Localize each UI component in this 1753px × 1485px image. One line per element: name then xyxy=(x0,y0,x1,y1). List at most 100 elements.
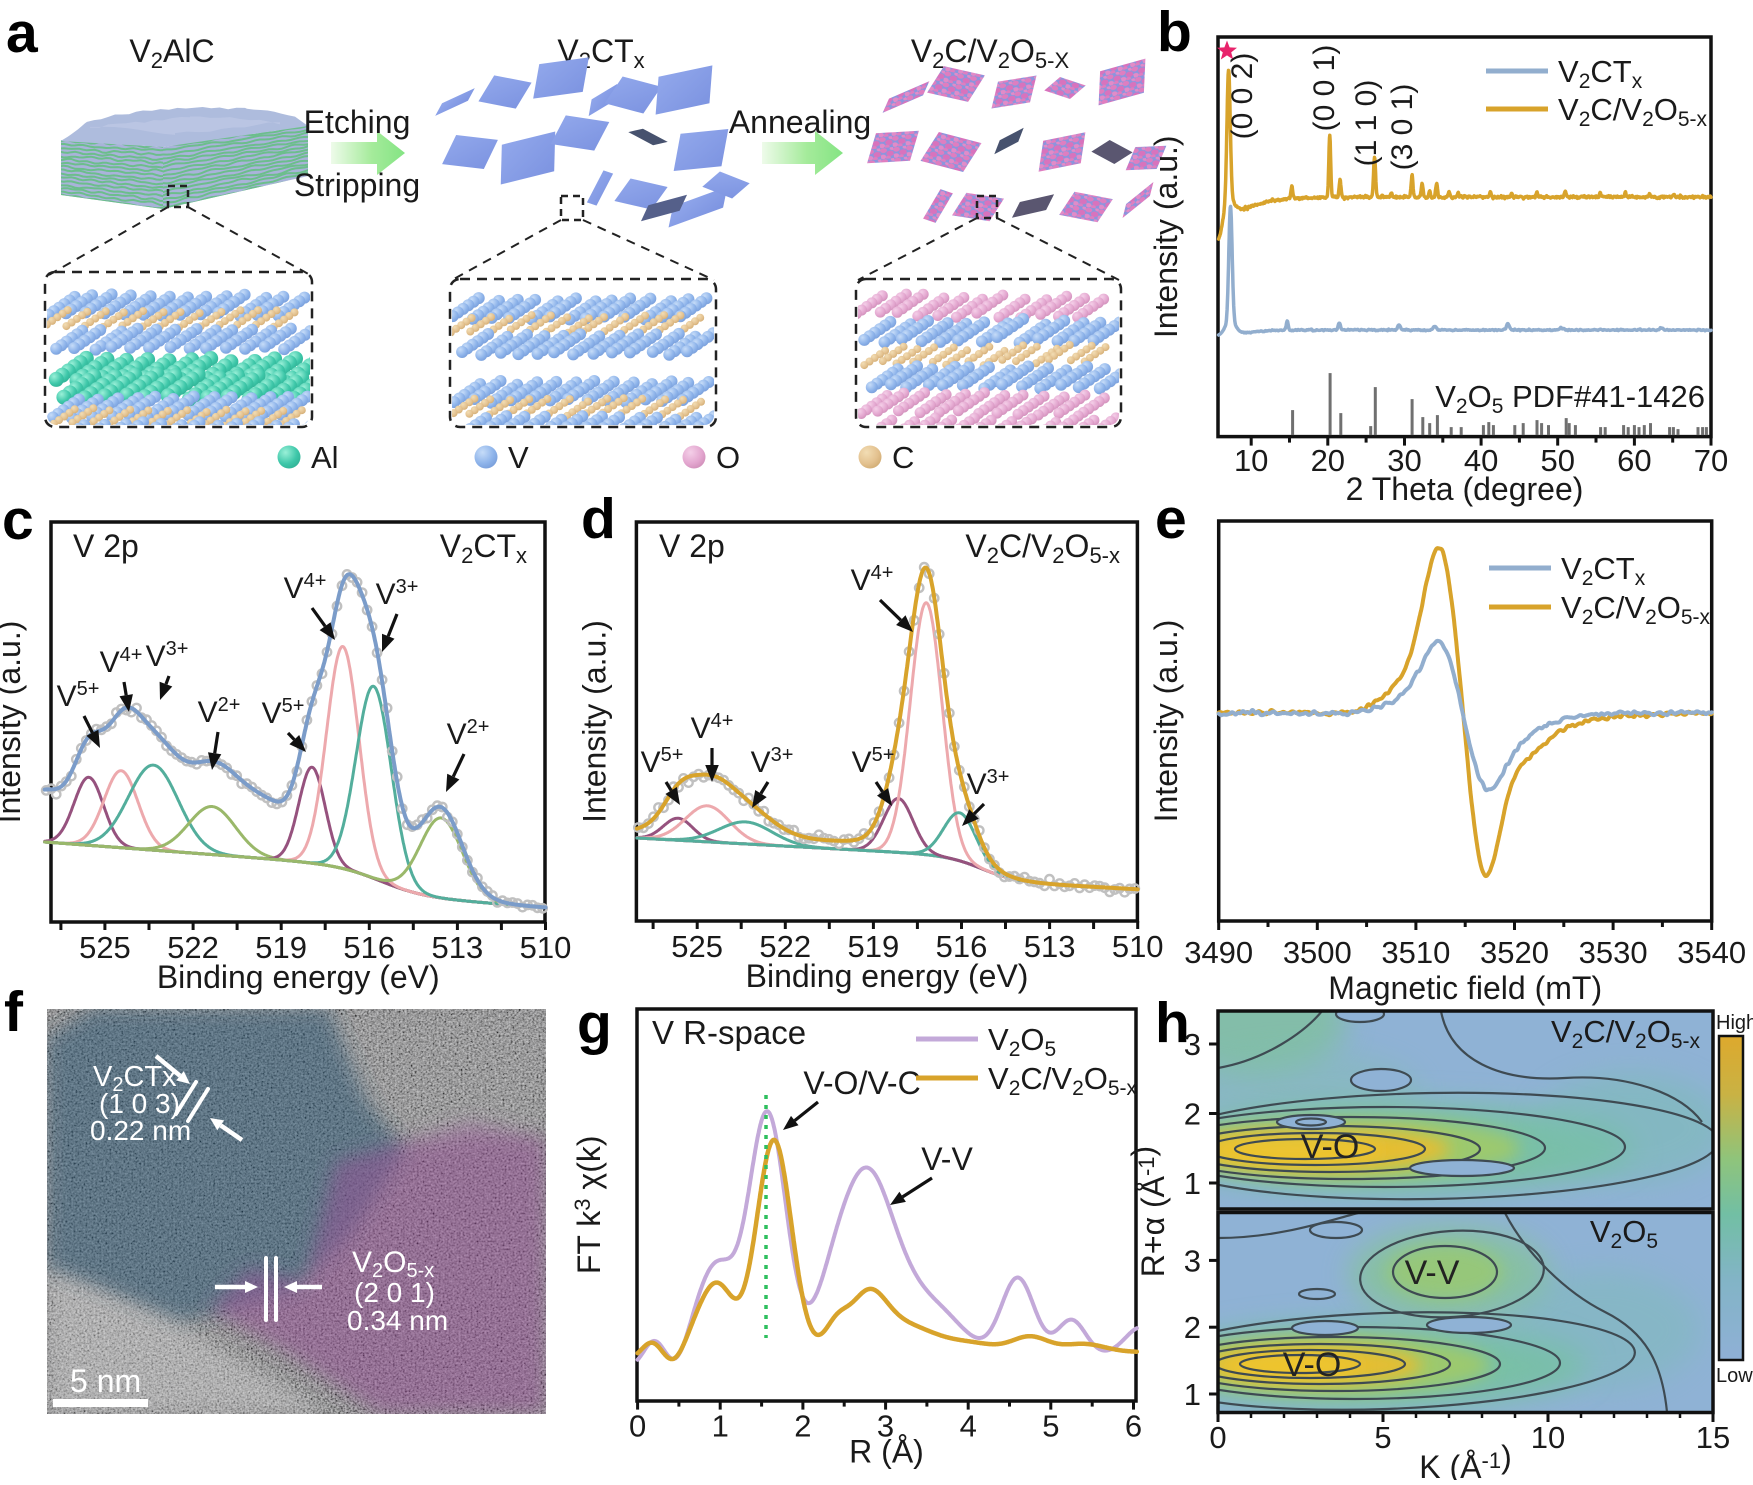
svg-text:6: 6 xyxy=(1125,1409,1142,1444)
svg-text:V2C/V2O5-X: V2C/V2O5-X xyxy=(911,33,1070,73)
svg-text:3: 3 xyxy=(1184,1243,1201,1278)
svg-text:V3+: V3+ xyxy=(751,744,794,779)
svg-text:519: 519 xyxy=(848,929,900,964)
svg-text:(0 0 1): (0 0 1) xyxy=(1308,45,1341,132)
svg-text:3530: 3530 xyxy=(1579,935,1648,970)
svg-text:2: 2 xyxy=(1184,1097,1201,1132)
svg-text:V: V xyxy=(508,440,529,475)
svg-text:V2O5 PDF#41-1426: V2O5 PDF#41-1426 xyxy=(1435,379,1705,418)
svg-text:513: 513 xyxy=(1024,929,1076,964)
svg-text:1: 1 xyxy=(712,1409,729,1444)
svg-text:3490: 3490 xyxy=(1184,935,1253,970)
svg-text:(1 0 3): (1 0 3) xyxy=(99,1088,180,1119)
svg-text:a: a xyxy=(6,1,39,65)
svg-text:516: 516 xyxy=(936,929,988,964)
svg-text:V4+: V4+ xyxy=(100,644,143,679)
svg-text:Binding energy (eV): Binding energy (eV) xyxy=(746,958,1029,994)
svg-text:V2CTx: V2CTx xyxy=(557,33,644,73)
svg-text:V2C/V2O5-x: V2C/V2O5-x xyxy=(1561,590,1711,629)
svg-text:V-O/V-C: V-O/V-C xyxy=(803,1065,920,1101)
svg-text:20: 20 xyxy=(1311,443,1345,478)
svg-text:V 2p: V 2p xyxy=(659,528,725,564)
svg-text:(3 0 1): (3 0 1) xyxy=(1386,84,1419,171)
svg-text:V2+: V2+ xyxy=(447,716,490,751)
svg-text:3520: 3520 xyxy=(1480,935,1549,970)
svg-text:R (Å): R (Å) xyxy=(849,1434,924,1470)
svg-text:510: 510 xyxy=(1112,929,1164,964)
svg-text:3: 3 xyxy=(877,1409,894,1444)
svg-text:15: 15 xyxy=(1696,1420,1730,1455)
svg-text:(0 0 2): (0 0 2) xyxy=(1226,53,1259,140)
svg-text:522: 522 xyxy=(759,929,811,964)
svg-text:C: C xyxy=(892,440,914,475)
svg-text:525: 525 xyxy=(671,929,723,964)
svg-text:10: 10 xyxy=(1234,443,1268,478)
svg-text:b: b xyxy=(1157,0,1192,64)
svg-text:g: g xyxy=(577,992,612,1056)
svg-text:Binding energy (eV): Binding energy (eV) xyxy=(157,959,440,995)
svg-text:2: 2 xyxy=(794,1409,811,1444)
svg-text:1: 1 xyxy=(1184,1377,1201,1412)
svg-text:1: 1 xyxy=(1184,1166,1201,1201)
svg-text:5: 5 xyxy=(1042,1409,1059,1444)
svg-text:d: d xyxy=(581,487,616,551)
svg-text:V3+: V3+ xyxy=(967,766,1010,801)
svg-text:V2C/V2O5-x: V2C/V2O5-x xyxy=(1558,92,1708,131)
svg-text:510: 510 xyxy=(520,930,572,965)
svg-text:0: 0 xyxy=(629,1409,646,1444)
svg-text:40: 40 xyxy=(1464,443,1498,478)
svg-text:O: O xyxy=(716,440,740,475)
svg-text:Annealing: Annealing xyxy=(729,104,871,140)
svg-text:High: High xyxy=(1716,1012,1753,1034)
svg-text:516: 516 xyxy=(343,930,395,965)
svg-text:V5+: V5+ xyxy=(57,678,100,713)
svg-text:Stripping: Stripping xyxy=(294,167,420,203)
svg-text:V-V: V-V xyxy=(921,1141,973,1177)
svg-text:V2C/V2O5-x: V2C/V2O5-x xyxy=(988,1061,1138,1100)
svg-text:(1 1 0): (1 1 0) xyxy=(1350,80,1383,167)
svg-text:V4+: V4+ xyxy=(691,710,734,745)
svg-text:70: 70 xyxy=(1694,443,1728,478)
svg-text:2 Theta (degree): 2 Theta (degree) xyxy=(1346,471,1584,507)
svg-text:Intensity (a.u.): Intensity (a.u.) xyxy=(576,620,612,823)
svg-text:V-O: V-O xyxy=(1283,1346,1342,1384)
svg-text:2: 2 xyxy=(1184,1310,1201,1345)
svg-text:Intensity (a.u.): Intensity (a.u.) xyxy=(1148,620,1184,823)
svg-text:Intensity (a.u.): Intensity (a.u.) xyxy=(1148,135,1184,338)
svg-text:Magnetic field (mT): Magnetic field (mT) xyxy=(1328,970,1602,1006)
svg-text:V2O5-x: V2O5-x xyxy=(352,1246,434,1282)
svg-text:V-O: V-O xyxy=(1301,1128,1360,1166)
svg-text:30: 30 xyxy=(1387,443,1421,478)
svg-text:V5+: V5+ xyxy=(641,744,684,779)
svg-text:Al: Al xyxy=(311,440,339,475)
svg-text:V2CTx: V2CTx xyxy=(1558,54,1643,93)
svg-text:V 2p: V 2p xyxy=(73,528,139,564)
svg-text:f: f xyxy=(4,980,24,1044)
svg-text:V2C/V2O5-x: V2C/V2O5-x xyxy=(965,528,1120,568)
svg-text:V2CTx: V2CTx xyxy=(440,528,527,568)
svg-text:(2 0 1): (2 0 1) xyxy=(354,1277,435,1308)
svg-text:Etching: Etching xyxy=(304,104,411,140)
svg-text:V3+: V3+ xyxy=(146,638,189,673)
svg-text:4: 4 xyxy=(960,1409,977,1444)
svg-text:V2O5: V2O5 xyxy=(1590,1214,1658,1253)
svg-text:5: 5 xyxy=(1374,1420,1391,1455)
svg-text:V2AlC: V2AlC xyxy=(129,33,214,73)
svg-text:e: e xyxy=(1155,487,1187,551)
svg-text:3: 3 xyxy=(1184,1027,1201,1062)
svg-text:V R-space: V R-space xyxy=(652,1014,806,1051)
svg-text:V2C/V2O5-x: V2C/V2O5-x xyxy=(1551,1014,1701,1053)
svg-text:3540: 3540 xyxy=(1677,935,1746,970)
svg-text:10: 10 xyxy=(1531,1420,1565,1455)
svg-text:V2+: V2+ xyxy=(198,694,241,729)
svg-text:V3+: V3+ xyxy=(376,576,419,611)
svg-text:522: 522 xyxy=(167,930,219,965)
svg-text:0.22 nm: 0.22 nm xyxy=(90,1115,191,1146)
svg-text:3510: 3510 xyxy=(1381,935,1450,970)
svg-text:Intensity (a.u.): Intensity (a.u.) xyxy=(0,621,27,824)
svg-text:0: 0 xyxy=(1209,1420,1226,1455)
svg-text:V5+: V5+ xyxy=(262,695,305,730)
svg-text:60: 60 xyxy=(1617,443,1651,478)
svg-text:V5+: V5+ xyxy=(852,744,895,779)
svg-text:V4+: V4+ xyxy=(851,562,894,597)
